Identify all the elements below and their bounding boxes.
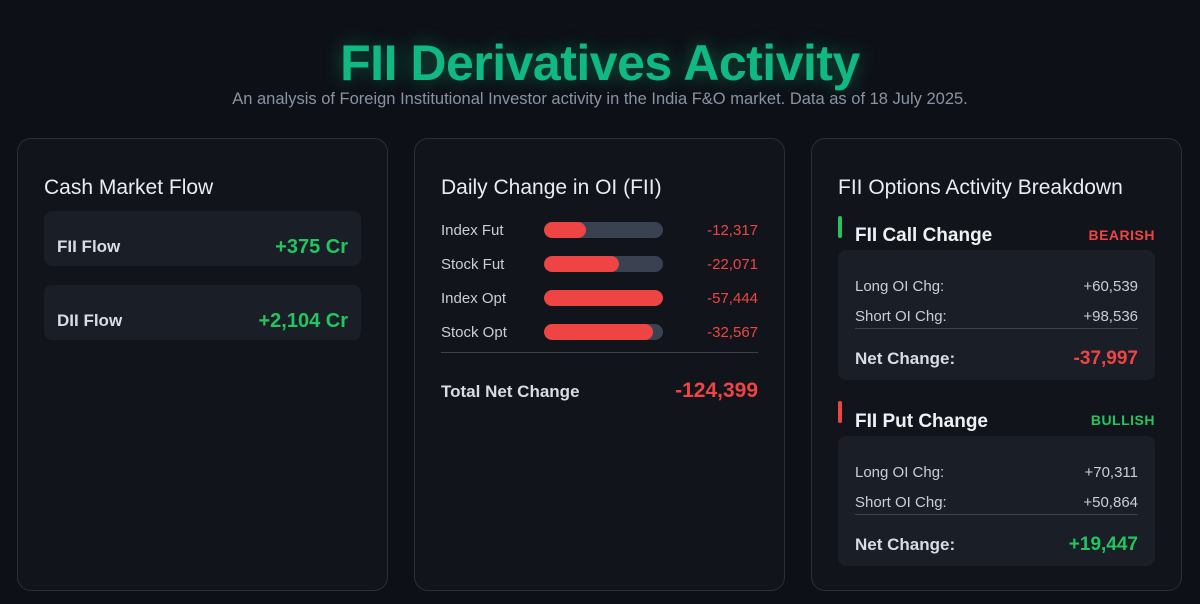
put-long-oi-row: Long OI Chg: +70,311: [855, 464, 1138, 481]
oi-bar-track: [544, 222, 663, 238]
put-short-oi-label: Short OI Chg:: [855, 494, 947, 511]
oi-row-label: Index Opt: [441, 290, 507, 307]
oi-row-index-opt: Index Opt -57,444: [441, 288, 758, 308]
cash-market-card: [17, 138, 388, 591]
total-net-change-label: Total Net Change: [441, 382, 580, 401]
oi-row-label: Stock Opt: [441, 324, 507, 341]
oi-row-label: Index Fut: [441, 222, 504, 239]
oi-bar-fill: [544, 222, 586, 238]
oi-change-card: [414, 138, 785, 591]
cash-market-title: Cash Market Flow: [44, 176, 214, 199]
call-short-oi-label: Short OI Chg:: [855, 308, 947, 325]
put-net-change-value: +19,447: [1068, 534, 1138, 555]
oi-bar-track: [544, 290, 663, 306]
fii-flow-label: FII Flow: [57, 237, 121, 256]
bullish-badge: BULLISH: [1090, 412, 1155, 428]
call-short-oi-value: +98,536: [1083, 308, 1138, 325]
options-title: FII Options Activity Breakdown: [838, 176, 1123, 199]
dii-flow-value: +2,104 Cr: [258, 310, 348, 332]
call-net-change-label: Net Change:: [855, 349, 956, 368]
call-long-oi-row: Long OI Chg: +60,539: [855, 278, 1138, 295]
oi-row-stock-fut: Stock Fut -22,071: [441, 254, 758, 274]
call-short-oi-row: Short OI Chg: +98,536: [855, 308, 1138, 325]
put-long-oi-value: +70,311: [1084, 464, 1138, 481]
page-title: FII Derivatives Activity: [340, 35, 860, 91]
oi-row-value: -32,567: [707, 324, 758, 341]
call-accent-bar: [838, 216, 842, 238]
oi-divider: [441, 352, 758, 353]
put-long-oi-label: Long OI Chg:: [855, 464, 945, 481]
oi-bar-track: [544, 324, 663, 340]
page-subtitle: An analysis of Foreign Institutional Inv…: [232, 90, 968, 108]
call-net-change-value: -37,997: [1073, 348, 1138, 369]
put-change-title: FII Put Change: [855, 411, 988, 432]
oi-bar-track: [544, 256, 663, 272]
put-short-oi-row: Short OI Chg: +50,864: [855, 494, 1138, 511]
oi-bar-fill: [544, 290, 663, 306]
fii-flow-value: +375 Cr: [275, 236, 348, 258]
call-long-oi-value: +60,539: [1083, 278, 1138, 295]
put-separator: [855, 514, 1138, 515]
oi-change-title: Daily Change in OI (FII): [441, 176, 662, 199]
bearish-badge: BEARISH: [1088, 227, 1155, 243]
dii-flow-box: DII Flow +2,104 Cr: [44, 285, 361, 340]
call-change-box: Long OI Chg: +60,539 Short OI Chg: +98,5…: [838, 250, 1155, 380]
oi-row-label: Stock Fut: [441, 256, 505, 273]
oi-row-value: -22,071: [707, 256, 758, 273]
oi-row-index-fut: Index Fut -12,317: [441, 220, 758, 240]
call-separator: [855, 328, 1138, 329]
call-change-title: FII Call Change: [855, 225, 993, 246]
oi-bar-fill: [544, 324, 654, 340]
put-change-box: Long OI Chg: +70,311 Short OI Chg: +50,8…: [838, 436, 1155, 566]
oi-row-value: -12,317: [707, 222, 758, 239]
oi-row-value: -57,444: [707, 290, 758, 307]
put-short-oi-value: +50,864: [1083, 494, 1138, 511]
put-accent-bar: [838, 401, 842, 423]
fii-flow-box: FII Flow +375 Cr: [44, 211, 361, 266]
call-long-oi-label: Long OI Chg:: [855, 278, 945, 295]
oi-row-stock-opt: Stock Opt -32,567: [441, 322, 758, 342]
oi-bar-fill: [544, 256, 619, 272]
total-net-change-value: -124,399: [675, 379, 758, 402]
put-net-change-row: Net Change: +19,447: [855, 534, 1138, 555]
call-net-change-row: Net Change: -37,997: [855, 348, 1138, 369]
dii-flow-label: DII Flow: [57, 311, 123, 330]
put-net-change-label: Net Change:: [855, 535, 956, 554]
